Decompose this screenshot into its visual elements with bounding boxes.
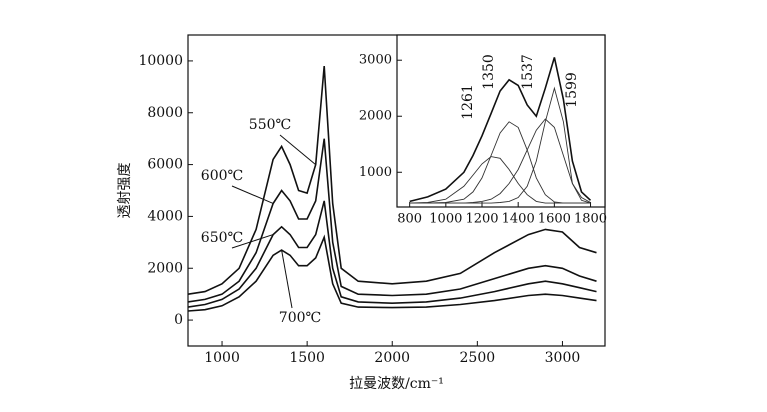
series-line (409, 121, 591, 204)
x-tick-label: 1500 (289, 350, 325, 366)
x-tick-label: 800 (397, 212, 422, 227)
y-tick-label: 4000 (147, 208, 183, 224)
y-tick-label: 0 (174, 312, 183, 328)
series-label: 650℃ (201, 230, 243, 246)
series-label: 550℃ (249, 117, 291, 133)
x-tick-label: 1000 (204, 350, 240, 366)
y-tick-label: 8000 (147, 105, 183, 121)
series-line (187, 138, 597, 303)
series-line (187, 200, 597, 308)
label-arrow (279, 134, 316, 165)
plot-frame (396, 34, 606, 208)
x-tick-label: 2000 (374, 350, 410, 366)
y-tick-label: 10000 (138, 53, 183, 69)
y-tick-label: 3000 (359, 53, 392, 68)
label-arrow (231, 234, 274, 249)
x-tick-label: 1400 (502, 212, 535, 227)
peak-label: 1350 (481, 54, 497, 90)
x-axis-label: 拉曼波数/cm⁻¹ (349, 376, 444, 392)
x-tick-label: 2500 (460, 350, 496, 366)
peak-label: 1537 (520, 54, 536, 90)
series-line (187, 66, 597, 295)
x-tick-label: 1800 (574, 212, 607, 227)
series-line (409, 57, 592, 203)
y-axis-label: 透射强度 (117, 163, 133, 219)
series-line (409, 86, 591, 204)
y-tick-label: 6000 (147, 157, 183, 173)
peak-label: 1261 (460, 84, 476, 120)
x-tick-label: 1600 (538, 212, 571, 227)
x-tick-label: 1000 (429, 212, 462, 227)
y-tick-label: 2000 (147, 260, 183, 276)
label-arrow (281, 250, 293, 309)
label-arrow (231, 185, 274, 204)
series-label: 700℃ (279, 310, 321, 326)
y-tick-label: 2000 (359, 109, 392, 124)
y-tick-label: 1000 (359, 165, 392, 180)
peak-label: 1599 (564, 72, 580, 108)
x-tick-label: 3000 (545, 350, 581, 366)
x-tick-label: 1200 (465, 212, 498, 227)
series-label: 600℃ (201, 168, 243, 184)
series-line (187, 234, 597, 312)
